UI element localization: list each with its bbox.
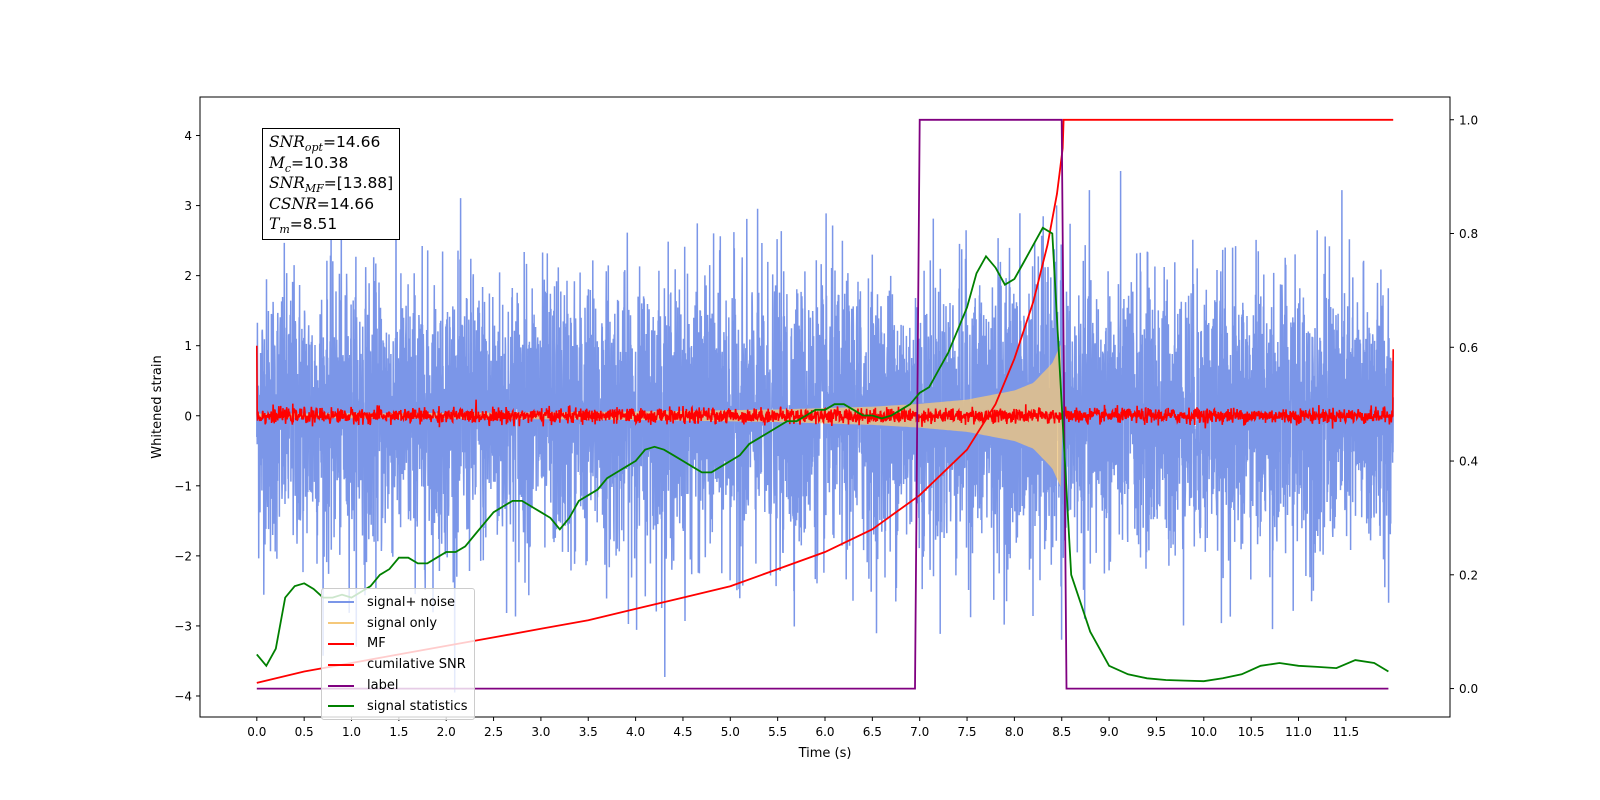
stat-symbol: M (269, 153, 285, 172)
legend-item: signal only (322, 613, 474, 634)
legend-label: MF (367, 636, 386, 652)
x-tick-label: 10.5 (1238, 725, 1265, 739)
y-tick-label: −1 (174, 479, 192, 493)
stat-symbol: SNR (269, 133, 305, 151)
legend-swatch (328, 663, 354, 666)
x-tick-label: 2.0 (437, 725, 456, 739)
series-signal-statistics (256, 226, 1389, 683)
x-tick-label: 0.5 (295, 725, 314, 739)
stat-value: =14.66 (322, 133, 381, 151)
y-tick-label: 4 (184, 129, 192, 143)
y2-tick-label: 0.4 (1459, 455, 1478, 469)
y-tick-label: −4 (174, 689, 192, 703)
legend-swatch (328, 642, 354, 645)
x-tick-label: 1.0 (342, 725, 361, 739)
x-tick-label: 1.5 (389, 725, 408, 739)
stat-subscript: MF (304, 182, 324, 196)
stat-row: SNRMF=[13.88] (269, 173, 393, 194)
y-axis-label: Whitened strain (150, 355, 165, 458)
stat-row: SNRopt=14.66 (269, 132, 393, 153)
x-tick-label: 8.5 (1052, 725, 1071, 739)
legend-swatch (328, 622, 354, 625)
y2-tick-label: 1.0 (1459, 113, 1478, 127)
x-tick-label: 3.5 (579, 725, 598, 739)
stat-symbol: SNR (269, 174, 305, 192)
x-tick-label: 5.0 (721, 725, 740, 739)
x-tick-label: 4.5 (673, 725, 692, 739)
x-tick-label: 8.0 (1005, 725, 1024, 739)
x-tick-label: 3.0 (531, 725, 550, 739)
stat-symbol: T (269, 215, 280, 233)
stat-subscript: m (279, 223, 290, 237)
x-tick-label: 4.0 (626, 725, 645, 739)
x-tick-label: 11.0 (1285, 725, 1312, 739)
x-tick-label: 2.5 (484, 725, 503, 739)
y-tick-label: 3 (184, 199, 192, 213)
legend-label: signal only (367, 615, 438, 631)
stat-row: CSNR=14.66 (269, 194, 393, 215)
series-signal-plus-noise (256, 170, 1394, 693)
x-tick-label: 9.0 (1100, 725, 1119, 739)
legend-label: signal statistics (367, 698, 468, 714)
stat-symbol: CSNR (269, 194, 317, 213)
stat-subscript: c (284, 161, 292, 175)
stat-value: =[13.88] (323, 174, 394, 192)
y2-tick-label: 0.8 (1459, 227, 1478, 241)
x-tick-label: 7.0 (910, 725, 929, 739)
legend-item: signal+ noise (322, 592, 474, 613)
y-tick-label: 2 (184, 269, 192, 283)
series-label (256, 118, 1389, 690)
legend-item: signal statistics (322, 696, 474, 717)
legend-item: cumilative SNR (322, 654, 474, 675)
legend-label: label (367, 678, 399, 694)
x-tick-label: 7.5 (957, 725, 976, 739)
x-tick-label: 0.0 (247, 725, 266, 739)
legend-item: label (322, 675, 474, 696)
stats-box: SNRopt=14.66 Mc=10.38 SNRMF=[13.88] CSNR=14… (262, 128, 401, 240)
stat-value: =10.38 (291, 153, 349, 172)
stat-value: =14.66 (316, 194, 375, 213)
x-tick-label: 6.5 (863, 725, 882, 739)
y-tick-label: −2 (174, 549, 192, 563)
legend-label: signal+ noise (367, 594, 456, 610)
y2-tick-label: 0.2 (1459, 568, 1478, 582)
legend-swatch (328, 601, 354, 604)
x-tick-label: 6.0 (815, 725, 834, 739)
y2-tick-label: 0.0 (1459, 682, 1478, 696)
stat-value: =8.51 (289, 215, 338, 233)
stat-row: Mc=10.38 (269, 153, 393, 174)
x-tick-label: 5.5 (768, 725, 787, 739)
x-axis-label: Time (s) (798, 746, 852, 761)
y-tick-label: 0 (184, 409, 192, 423)
legend-label: cumilative SNR (367, 657, 466, 673)
legend-swatch (328, 684, 354, 687)
x-tick-label: 11.5 (1332, 725, 1359, 739)
x-tick-label: 10.0 (1190, 725, 1217, 739)
x-tick-label: 9.5 (1147, 725, 1166, 739)
legend: signal+ noise signal only MF cumilative SNR… (321, 588, 475, 720)
legend-item: MF (322, 634, 474, 655)
series-mf (256, 345, 1394, 429)
y2-tick-label: 0.6 (1459, 341, 1478, 355)
y-tick-label: 1 (184, 339, 192, 353)
y-tick-label: −3 (174, 619, 192, 633)
stat-subscript: opt (304, 141, 323, 155)
legend-swatch (328, 705, 354, 708)
stat-row: Tm=8.51 (269, 214, 393, 235)
